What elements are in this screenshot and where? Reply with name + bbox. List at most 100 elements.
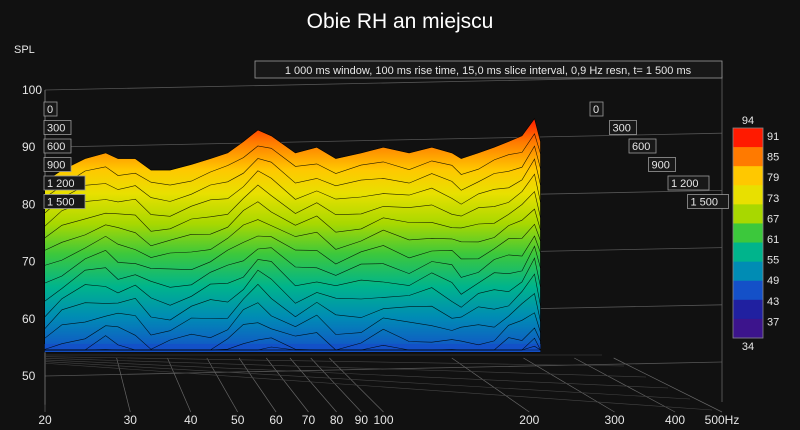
- colorbar-max: 94: [742, 115, 754, 127]
- perspective-line: [289, 357, 337, 413]
- y-tick-label: 100: [22, 83, 42, 97]
- colorbar-swatch: [733, 204, 763, 224]
- x-tick-label: 60: [269, 413, 283, 427]
- time-tick-label: 900: [652, 160, 670, 172]
- colorbar-swatch: [733, 147, 763, 167]
- perspective-line: [44, 359, 669, 389]
- colorbar-tick-label: 73: [767, 193, 779, 205]
- slice-line: [44, 145, 541, 214]
- time-tick-label: 1 500: [47, 197, 75, 209]
- perspective-line: [238, 357, 277, 413]
- colorbar-min: 34: [742, 341, 754, 353]
- perspective-grid: [44, 354, 723, 413]
- time-tick-box: [43, 120, 72, 135]
- colorbar-swatch: [733, 280, 763, 301]
- perspective-line: [44, 358, 647, 378]
- y-tick-label: 70: [22, 255, 36, 269]
- time-tick-box: [43, 138, 72, 154]
- colorbar-swatch: [733, 223, 763, 244]
- slice-line: [44, 257, 541, 330]
- time-tick-box: [43, 101, 58, 117]
- time-tick-label: 900: [47, 160, 65, 172]
- colorbar-swatch: [733, 185, 763, 205]
- time-tick-label: 1 200: [671, 178, 699, 190]
- time-tick-label: 1 500: [691, 197, 719, 209]
- perspective-line: [44, 362, 713, 411]
- x-tick-label: 500Hz: [705, 413, 740, 427]
- x-tick-label: 100: [373, 413, 393, 427]
- slice-line: [44, 312, 541, 351]
- time-tick-box: [43, 194, 86, 209]
- time-tick-box: [648, 157, 676, 172]
- time-tick-label: 300: [47, 123, 65, 135]
- time-tick-box: [667, 175, 710, 191]
- perspective-line: [167, 357, 192, 413]
- colorbar-swatch: [733, 128, 763, 148]
- slice-line: [44, 208, 541, 266]
- colorbar-tick-label: 49: [767, 275, 779, 287]
- time-tick-box: [43, 157, 72, 172]
- time-tick-label: 300: [613, 123, 631, 135]
- perspective-line: [266, 357, 309, 413]
- colorbar-tick-label: 67: [767, 213, 779, 225]
- slice-line: [44, 190, 541, 251]
- colorbar-tick-label: 61: [767, 234, 779, 246]
- x-tick-label: 70: [302, 413, 316, 427]
- colorbar-tick-label: 37: [767, 316, 779, 328]
- slice-line: [44, 158, 541, 227]
- colorbar-swatch: [733, 242, 763, 263]
- time-tick-label: 600: [47, 141, 65, 153]
- colorbar-swatch: [733, 166, 763, 186]
- perspective-line: [44, 356, 625, 367]
- slice-line: [44, 273, 541, 339]
- y-ticks: 100 90 80 70 60 50: [22, 83, 42, 383]
- grid-line: [44, 132, 723, 148]
- time-ticks-left: 0 300 600 900 1 200 1 500: [43, 101, 86, 209]
- x-tick-label: 300: [605, 413, 625, 427]
- colorbar-swatch: [733, 261, 763, 282]
- y-tick-label: 90: [22, 140, 36, 154]
- time-tick-label: 600: [632, 141, 650, 153]
- colorbar-frame: [732, 127, 764, 339]
- y-tick-label: 60: [22, 312, 36, 326]
- colorbar-tick-label: 85: [767, 152, 779, 164]
- time-tick-box: [589, 101, 604, 117]
- slice-line: [44, 133, 541, 199]
- colorbar-swatch: [733, 299, 763, 320]
- y-axis-label: SPL: [14, 44, 35, 56]
- x-tick-label: 50: [231, 413, 245, 427]
- colorbar-tick-label: 43: [767, 296, 779, 308]
- perspective-line: [116, 357, 131, 413]
- colorbar-tick-label: 55: [767, 255, 779, 267]
- x-tick-label: 80: [330, 413, 344, 427]
- annotation-text: 1 000 ms window, 100 ms rise time, 15,0 …: [285, 65, 692, 77]
- time-tick-box: [628, 138, 657, 154]
- colorbar-swatch: [733, 318, 763, 339]
- colorbar-tick-label: 91: [767, 131, 779, 143]
- slice-line: [44, 173, 541, 239]
- perspective-line: [206, 357, 239, 413]
- x-tick-label: 20: [38, 413, 52, 427]
- time-tick-box: [687, 194, 729, 209]
- x-tick-label: 200: [519, 413, 539, 427]
- x-tick-label: 400: [665, 413, 685, 427]
- perspective-line: [44, 361, 691, 400]
- perspective-line: [523, 357, 615, 413]
- time-tick-label: 1 200: [47, 178, 75, 190]
- colorbar-tick-label: 79: [767, 172, 779, 184]
- time-tick-box: [43, 175, 86, 191]
- perspective-line: [451, 357, 530, 413]
- time-tick-label: 0: [47, 104, 53, 116]
- x-tick-label: 90: [355, 413, 369, 427]
- y-tick-label: 80: [22, 197, 36, 211]
- y-tick-label: 50: [22, 369, 36, 383]
- slice-line: [44, 235, 541, 302]
- slice-line: [44, 223, 541, 284]
- chart-title: Obie RH an miejscu: [307, 10, 494, 33]
- annotation-box: [254, 60, 723, 79]
- perspective-line: [613, 357, 723, 413]
- slice-line: [44, 292, 541, 350]
- time-tick-box: [609, 120, 637, 135]
